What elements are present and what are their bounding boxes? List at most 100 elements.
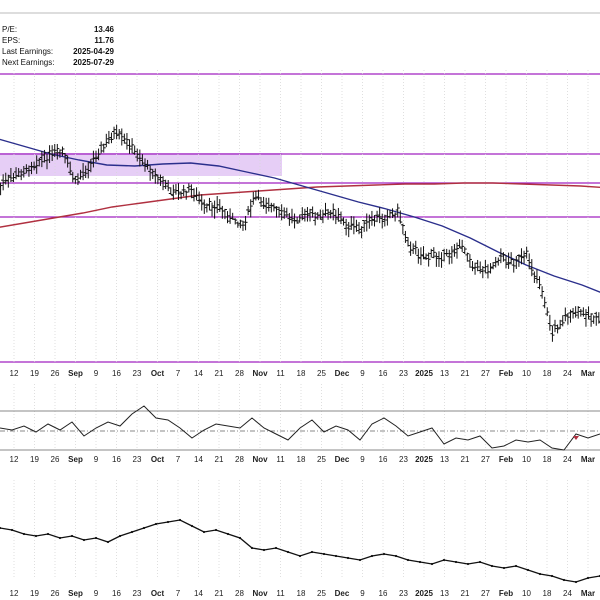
x-tick-label: 24: [563, 455, 572, 464]
price-bar: [493, 256, 498, 268]
price-bar: [516, 254, 521, 267]
price-bar: [382, 214, 387, 227]
relative-point: [538, 572, 542, 576]
price-bar: [168, 187, 173, 195]
price-bar: [39, 151, 44, 168]
moving-average-short-line: [0, 138, 600, 293]
price-bar: [199, 194, 204, 211]
price-bar: [266, 197, 271, 212]
price-bar: [442, 248, 447, 262]
price-bar: [509, 252, 514, 265]
price-bar: [26, 165, 31, 177]
relative-point: [238, 536, 242, 540]
x-tick-label: 18: [543, 455, 552, 464]
relative-point: [322, 552, 326, 556]
price-bar: [380, 213, 385, 229]
price-bar: [1, 174, 6, 191]
price-bar: [153, 168, 158, 184]
x-tick-label: 11: [276, 589, 285, 598]
price-bar: [78, 169, 83, 180]
price-bar: [408, 241, 413, 256]
relative-point: [142, 526, 146, 530]
price-bar: [106, 130, 111, 145]
stat-value: 2025-04-29: [73, 47, 114, 56]
price-bar: [565, 312, 570, 325]
price-bar: [284, 207, 289, 218]
price-bar: [65, 155, 70, 168]
price-bar: [558, 319, 563, 329]
price-bar: [547, 314, 552, 331]
x-tick-label: 2025: [415, 455, 433, 464]
price-bar: [338, 211, 343, 225]
price-bar: [215, 195, 220, 214]
price-bar: [248, 199, 253, 218]
price-bar: [529, 259, 534, 277]
relative-point: [310, 550, 314, 554]
x-tick-label: Oct: [151, 589, 165, 598]
x-tick-label: 9: [360, 589, 365, 598]
x-tick-label: 16: [112, 455, 121, 464]
price-bar: [305, 207, 310, 222]
relative-point: [274, 546, 278, 550]
x-tick-label: Feb: [499, 455, 513, 464]
price-bar: [349, 216, 354, 230]
price-bar: [398, 210, 403, 224]
price-bar: [537, 276, 542, 290]
x-tick-label: 25: [317, 455, 326, 464]
x-tick-label: 16: [379, 455, 388, 464]
price-bar: [573, 306, 578, 318]
relative-line: [0, 519, 600, 583]
price-bar: [418, 247, 423, 266]
price-bar: [571, 307, 576, 319]
price-bar: [204, 203, 209, 213]
relative-point: [130, 530, 134, 534]
price-bar: [576, 306, 581, 319]
price-bar: [140, 154, 145, 166]
stat-label: P/E:: [2, 25, 18, 34]
x-tick-label: 16: [112, 369, 121, 378]
relative-panel: [0, 518, 600, 584]
x-tick-label: Oct: [151, 455, 165, 464]
price-bar: [511, 259, 516, 273]
price-bar: [251, 191, 256, 205]
price-bar: [519, 248, 524, 265]
price-bar: [287, 212, 292, 226]
stat-value: 11.76: [94, 36, 114, 45]
price-bar: [88, 158, 93, 173]
x-tick-label: 23: [399, 589, 408, 598]
price-bar: [498, 248, 503, 264]
price-bar: [424, 253, 429, 260]
price-bar: [207, 197, 212, 211]
price-bar: [460, 239, 465, 252]
moving-average-long: [0, 182, 600, 228]
stat-label: EPS:: [2, 36, 21, 45]
price-bar: [473, 262, 478, 275]
price-bar: [367, 214, 372, 229]
price-bar: [109, 132, 114, 144]
price-bar: [75, 173, 80, 186]
price-bar: [101, 143, 106, 153]
price-bar: [217, 199, 222, 212]
x-tick-label: 16: [112, 589, 121, 598]
price-bar: [142, 158, 147, 172]
price-bar: [444, 248, 449, 257]
relative-point: [490, 564, 494, 568]
relative-point: [250, 546, 254, 550]
price-bar: [501, 252, 506, 262]
price-bar: [150, 168, 155, 180]
price-bar: [357, 222, 362, 235]
price-bar: [560, 315, 565, 327]
price-bar: [328, 209, 333, 219]
x-tick-label: 23: [399, 455, 408, 464]
price-bar: [135, 148, 140, 162]
x-tick-label: Sep: [68, 369, 83, 378]
price-bar: [326, 208, 331, 220]
x-tick-label: Dec: [335, 589, 350, 598]
x-tick-label: 18: [543, 589, 552, 598]
price-bar: [462, 246, 467, 255]
relative-point: [58, 536, 62, 540]
relative-point: [334, 554, 338, 558]
price-bar: [550, 325, 555, 342]
price-bar: [522, 250, 527, 264]
